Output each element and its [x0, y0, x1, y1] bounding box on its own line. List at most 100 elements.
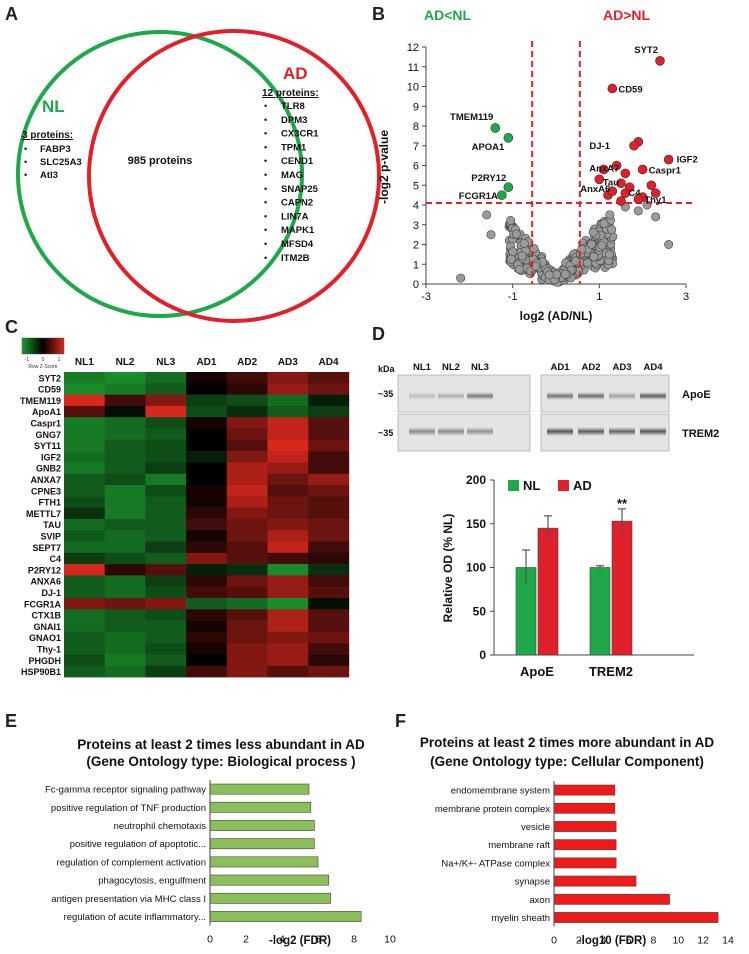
go-bar-label: antigen presentation via MHC class I: [51, 894, 206, 905]
heatmap-cell: [145, 575, 187, 587]
heatmap-row-label: GNG7: [35, 430, 61, 440]
volcano-xtick-label: 1: [596, 291, 602, 303]
heatmap-cell: [145, 609, 187, 621]
go-xtick-label: 6: [315, 934, 321, 946]
volcano-point-label: Thy1: [644, 195, 667, 206]
blot-band-trem2: [609, 427, 635, 436]
heatmap-cell: [226, 665, 268, 678]
go-bar-label: membrane raft: [488, 840, 550, 851]
heatmap-cell: [226, 552, 268, 565]
volcano-point: [515, 264, 525, 274]
volcano-point-label: P2RY12: [471, 173, 506, 184]
heatmap-cell: [145, 372, 187, 384]
go-bar: [553, 821, 617, 832]
heatmap-cell: [145, 462, 187, 474]
heatmap-cell: [226, 507, 268, 520]
venn-nl-bullet: •: [24, 170, 27, 180]
heatmap-cell: [64, 462, 105, 474]
venn-ad-bullet: •: [264, 115, 267, 125]
venn-ad-bullet: •: [264, 142, 267, 152]
heatmap-cell: [145, 473, 187, 486]
venn-nl-bullet: •: [24, 144, 27, 154]
go-bar: [209, 874, 330, 886]
heatmap-cell: [308, 643, 350, 655]
heatmap-row-label: CTX1B: [31, 611, 61, 621]
heatmap-cell: [64, 383, 105, 395]
od-ytick-label: 50: [473, 604, 487, 618]
heatmap-row-label: HSP90B1: [21, 667, 61, 677]
heatmap-cell: [226, 564, 268, 576]
heatmap-cell: [308, 485, 350, 497]
heatmap-cell: [267, 643, 309, 655]
heatmap-cell: [267, 575, 309, 587]
heatmap-cell: [226, 462, 268, 474]
venn-ad-protein: MFSD4: [281, 239, 314, 250]
heatmap-cell: [145, 383, 187, 395]
go-chart-biological-process: Proteins at least 2 times less abundant …: [45, 737, 396, 947]
heatmap-cell: [64, 631, 105, 644]
venn-ad-bullet: •: [264, 184, 267, 194]
venn-ad-bullet: •: [264, 156, 267, 166]
volcano-point: [633, 206, 643, 216]
go-xtick-label: 6: [626, 935, 632, 947]
heatmap-cell: [145, 451, 187, 463]
volcano-ytick-label: 11: [408, 62, 419, 74]
go-xtick-label: 2: [576, 935, 582, 947]
heatmap-cell: [186, 383, 228, 395]
go-bar: [209, 820, 315, 831]
heatmap-row-label: GNB2: [36, 464, 61, 474]
heatmap-cell: [64, 496, 105, 508]
volcano-point-label: C4: [628, 188, 641, 199]
go-bar: [553, 875, 637, 887]
volcano-point-labeled: [490, 123, 501, 133]
venn-ad-circle: [87, 29, 381, 323]
venn-ad-bullet: •: [264, 198, 267, 208]
heatmap-cell: [186, 564, 228, 576]
volcano-point: [577, 244, 587, 254]
volcano-point: [604, 250, 614, 260]
go-bar: [553, 857, 617, 869]
go-bar: [553, 893, 670, 905]
heatmap-cell: [267, 631, 309, 644]
heatmap-cell: [64, 439, 105, 452]
blot-label-trem2: TREM2: [682, 428, 719, 440]
heatmap-cell: [267, 530, 309, 542]
volcano-xlabel: log2 (AD/NL): [520, 309, 593, 323]
volcano-ytick-label: 6: [413, 161, 419, 173]
volcano-ytick-label: 1: [413, 259, 419, 271]
venn-nl-header: 3 proteins:: [22, 130, 73, 141]
heatmap-cell: [308, 552, 350, 565]
volcano-point: [486, 230, 496, 240]
heatmap-cell: [308, 383, 350, 395]
heatmap-cell: [267, 586, 309, 599]
volcano-point: [599, 219, 609, 229]
heatmap-cell: [104, 541, 146, 554]
volcano-left-header: AD<NL: [424, 7, 472, 23]
go-bar-label: regulation of complement activation: [57, 857, 206, 868]
venn-nl-circle: [16, 30, 304, 318]
heatmap-cell: [186, 586, 228, 599]
blot-lane-label: NL3: [471, 362, 489, 373]
go-bar: [209, 801, 312, 813]
heatmap-cell: [308, 620, 350, 633]
go-xtick-label: 14: [722, 935, 734, 947]
blot-band-trem2: [578, 427, 604, 436]
heatmap-cell: [145, 631, 187, 644]
volcano-point-up: [650, 188, 661, 198]
heatmap-cell: [308, 417, 350, 429]
volcano-point-labeled: [607, 186, 618, 196]
e-title: Proteins at least 2 times less abundant …: [77, 737, 365, 752]
blot-lane-label: AD3: [612, 362, 631, 373]
heatmap-cell: [308, 451, 350, 463]
heatmap-cell: [226, 643, 268, 655]
heatmap-cell: [64, 598, 105, 610]
heatmap-cell: [308, 530, 350, 542]
volcano-point-up: [598, 164, 609, 175]
heatmap-row-label: PHGDH: [28, 656, 61, 666]
volcano-point-labeled: [633, 194, 644, 204]
heatmap-cell: [104, 552, 146, 565]
go-chart-cellular-component: Proteins at least 2 times more abundant …: [420, 735, 734, 947]
heatmap-cell: [186, 428, 228, 441]
volcano-point-up: [616, 196, 626, 206]
blot-lane-label: NL1: [413, 362, 432, 373]
